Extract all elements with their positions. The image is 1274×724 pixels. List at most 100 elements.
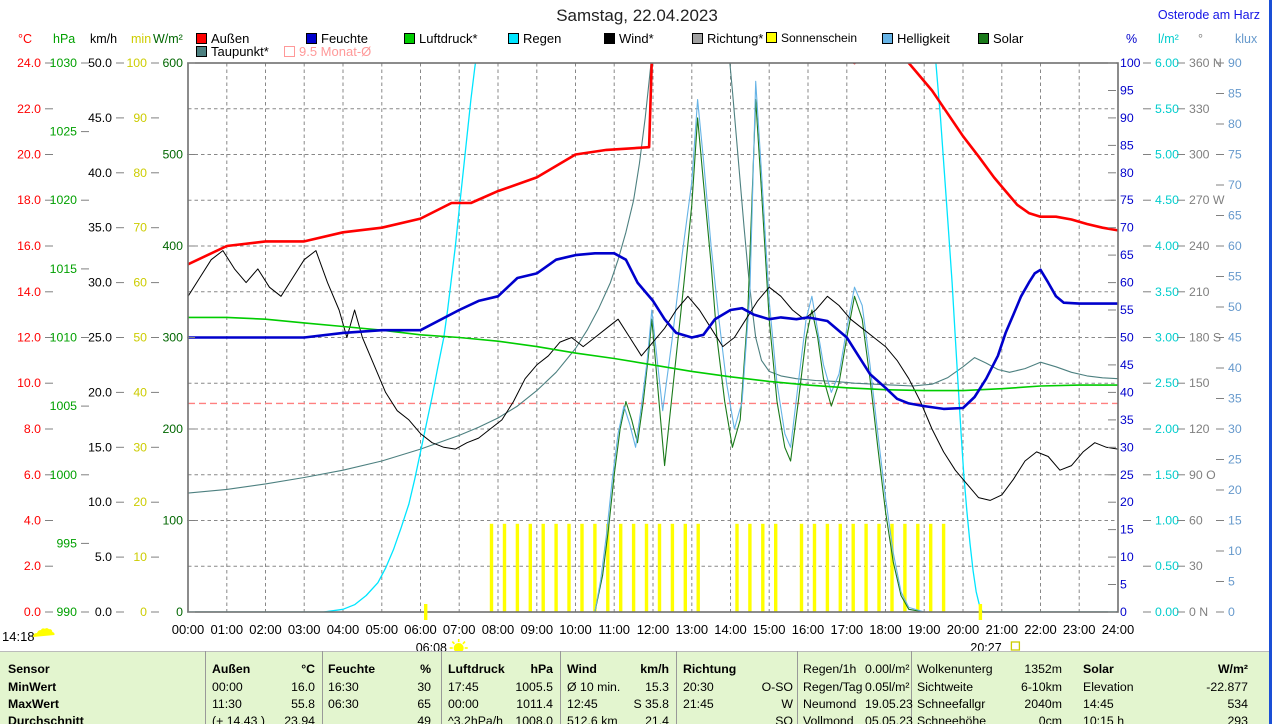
svg-text:0: 0 <box>1228 605 1235 619</box>
svg-text:100: 100 <box>126 56 147 70</box>
svg-text:8.0: 8.0 <box>24 422 41 436</box>
svg-text:1030: 1030 <box>50 56 78 70</box>
svg-text:4.00: 4.00 <box>1155 239 1179 253</box>
svg-text:02:00: 02:00 <box>249 622 282 637</box>
svg-text:270 W: 270 W <box>1189 193 1225 207</box>
svg-text:100: 100 <box>1120 56 1141 70</box>
svg-text:13:00: 13:00 <box>676 622 709 637</box>
svg-text:20: 20 <box>133 495 147 509</box>
svg-text:1000: 1000 <box>50 468 78 482</box>
svg-text:18:00: 18:00 <box>869 622 902 637</box>
svg-text:06:00: 06:00 <box>404 622 437 637</box>
svg-text:04:00: 04:00 <box>327 622 360 637</box>
svg-text:16.0: 16.0 <box>17 239 41 253</box>
svg-text:6.00: 6.00 <box>1155 56 1179 70</box>
svg-text:16:00: 16:00 <box>792 622 825 637</box>
svg-text:24:00: 24:00 <box>1102 622 1135 637</box>
svg-text:120: 120 <box>1189 422 1210 436</box>
svg-text:60: 60 <box>1120 276 1134 290</box>
svg-text:30: 30 <box>1189 559 1203 573</box>
svg-text:100: 100 <box>162 514 183 528</box>
svg-text:15:00: 15:00 <box>753 622 786 637</box>
svg-text:15.0: 15.0 <box>88 440 112 454</box>
svg-text:24.0: 24.0 <box>17 56 41 70</box>
svg-text:5.00: 5.00 <box>1155 148 1179 162</box>
svg-text:20:00: 20:00 <box>947 622 980 637</box>
svg-text:400: 400 <box>162 239 183 253</box>
svg-text:55: 55 <box>1228 270 1242 284</box>
svg-text:210: 210 <box>1189 285 1210 299</box>
svg-text:300: 300 <box>1189 148 1210 162</box>
svg-text:20: 20 <box>1120 495 1134 509</box>
svg-text:600: 600 <box>162 56 183 70</box>
svg-text:00:00: 00:00 <box>172 622 205 637</box>
svg-text:70: 70 <box>133 221 147 235</box>
svg-text:2.0: 2.0 <box>24 559 41 573</box>
svg-text:30: 30 <box>133 440 147 454</box>
svg-text:5: 5 <box>1228 575 1235 589</box>
svg-text:5: 5 <box>1120 578 1127 592</box>
svg-text:995: 995 <box>56 536 77 550</box>
svg-text:21:00: 21:00 <box>986 622 1019 637</box>
svg-text:90: 90 <box>1228 56 1242 70</box>
svg-text:0.0: 0.0 <box>24 605 41 619</box>
svg-text:4.0: 4.0 <box>24 514 41 528</box>
svg-text:20: 20 <box>1228 483 1242 497</box>
svg-text:1.50: 1.50 <box>1155 468 1179 482</box>
svg-text:30: 30 <box>1228 422 1242 436</box>
svg-text:01:00: 01:00 <box>211 622 244 637</box>
svg-text:70: 70 <box>1120 221 1134 235</box>
svg-text:240: 240 <box>1189 239 1210 253</box>
svg-text:45: 45 <box>1228 331 1242 345</box>
svg-text:14:18: 14:18 <box>2 629 35 644</box>
svg-text:1015: 1015 <box>50 262 78 276</box>
svg-text:60: 60 <box>1228 239 1242 253</box>
svg-text:1.00: 1.00 <box>1155 514 1179 528</box>
svg-text:25.0: 25.0 <box>88 331 112 345</box>
svg-text:10.0: 10.0 <box>17 376 41 390</box>
svg-text:1025: 1025 <box>50 125 78 139</box>
svg-text:75: 75 <box>1120 193 1134 207</box>
svg-text:3.00: 3.00 <box>1155 331 1179 345</box>
svg-text:0.50: 0.50 <box>1155 559 1179 573</box>
svg-text:30.0: 30.0 <box>88 276 112 290</box>
svg-text:85: 85 <box>1228 87 1242 101</box>
svg-text:300: 300 <box>162 331 183 345</box>
svg-text:0 N: 0 N <box>1189 605 1208 619</box>
svg-text:95: 95 <box>1120 84 1134 98</box>
svg-text:150: 150 <box>1189 376 1210 390</box>
svg-text:40: 40 <box>133 385 147 399</box>
svg-text:14:00: 14:00 <box>714 622 747 637</box>
svg-text:45.0: 45.0 <box>88 111 112 125</box>
svg-text:65: 65 <box>1120 248 1134 262</box>
svg-text:10: 10 <box>1228 544 1242 558</box>
svg-text:10.0: 10.0 <box>88 495 112 509</box>
svg-text:20.0: 20.0 <box>17 148 41 162</box>
svg-text:12.0: 12.0 <box>17 331 41 345</box>
svg-text:22:00: 22:00 <box>1024 622 1057 637</box>
svg-text:0: 0 <box>1120 605 1127 619</box>
svg-text:990: 990 <box>56 605 77 619</box>
svg-text:70: 70 <box>1228 178 1242 192</box>
svg-text:50: 50 <box>1228 300 1242 314</box>
svg-text:55: 55 <box>1120 303 1134 317</box>
svg-text:5.50: 5.50 <box>1155 102 1179 116</box>
svg-text:25: 25 <box>1120 468 1134 482</box>
svg-text:09:00: 09:00 <box>521 622 554 637</box>
svg-text:80: 80 <box>1228 117 1242 131</box>
svg-text:23:00: 23:00 <box>1063 622 1096 637</box>
svg-text:50: 50 <box>133 331 147 345</box>
svg-text:60: 60 <box>1189 514 1203 528</box>
svg-text:15: 15 <box>1228 514 1242 528</box>
svg-text:0: 0 <box>140 605 147 619</box>
svg-text:25: 25 <box>1228 453 1242 467</box>
svg-text:10:00: 10:00 <box>559 622 592 637</box>
svg-text:35.0: 35.0 <box>88 221 112 235</box>
svg-text:1005: 1005 <box>50 399 78 413</box>
svg-text:2.00: 2.00 <box>1155 422 1179 436</box>
svg-text:1020: 1020 <box>50 193 78 207</box>
svg-text:35: 35 <box>1120 413 1134 427</box>
svg-text:20.0: 20.0 <box>88 385 112 399</box>
svg-text:15: 15 <box>1120 523 1134 537</box>
svg-text:0.00: 0.00 <box>1155 605 1179 619</box>
